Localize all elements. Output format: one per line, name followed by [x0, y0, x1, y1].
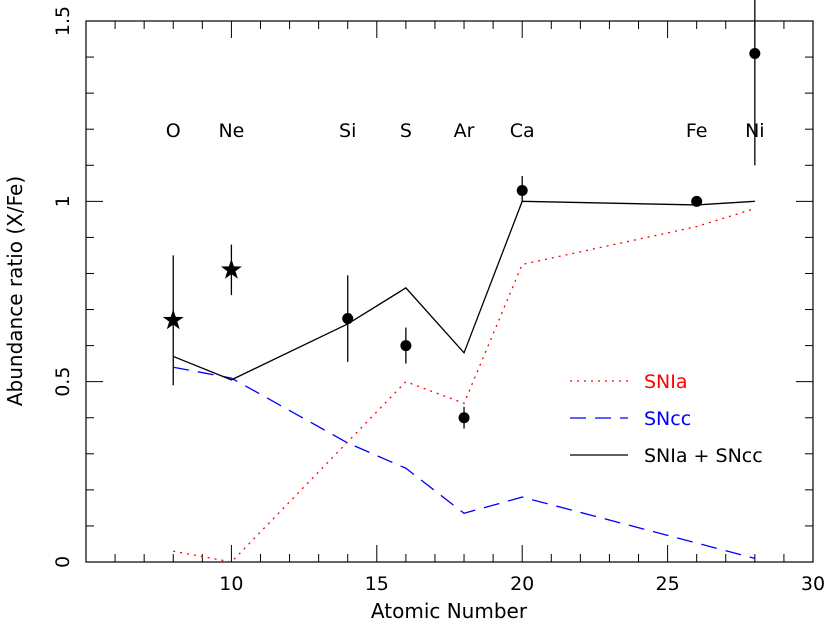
- element-label: S: [400, 120, 412, 142]
- element-labels: O Ne Si S Ar Ca Fe Ni: [166, 120, 765, 142]
- y-tick-label: 1.5: [52, 6, 74, 36]
- legend: SNIa SNcc SNIa + SNcc: [570, 371, 763, 467]
- x-tick-label: 20: [510, 573, 534, 595]
- element-label: Ar: [454, 120, 475, 142]
- legend-label: SNIa + SNcc: [644, 445, 763, 467]
- data-point-circle: [691, 195, 703, 207]
- element-label: O: [166, 120, 181, 142]
- data-point-circle: [342, 313, 354, 325]
- x-tick-label: 10: [219, 573, 243, 595]
- data-point-circle: [749, 47, 761, 59]
- data-point-circle: [400, 340, 412, 352]
- element-label: Ne: [218, 120, 244, 142]
- x-tick-label: 30: [801, 573, 825, 595]
- data-point-star: [220, 258, 242, 279]
- series-line: [173, 366, 756, 560]
- series-line: [173, 207, 756, 563]
- observed-points: [162, 0, 761, 429]
- element-label: Fe: [686, 120, 708, 142]
- data-point-circle: [458, 412, 470, 424]
- axis-ticks: 10 15 20 25 30 0 0.5 1 1.5: [52, 6, 825, 595]
- y-tick-label: 0.5: [52, 367, 74, 397]
- legend-label: SNcc: [644, 408, 691, 430]
- y-axis-label: Abundance ratio (X/Fe): [3, 176, 27, 406]
- y-tick-label: 0: [52, 556, 74, 568]
- element-label: Ca: [510, 120, 535, 142]
- data-point-star: [162, 309, 184, 330]
- model-lines: [172, 200, 756, 563]
- x-tick-label: 25: [656, 573, 680, 595]
- data-point-circle: [516, 185, 528, 197]
- x-axis-label: Atomic Number: [371, 599, 528, 623]
- legend-label: SNIa: [644, 371, 688, 393]
- x-tick-label: 15: [365, 573, 389, 595]
- element-label: Si: [339, 120, 356, 142]
- plot-frame: [85, 20, 814, 563]
- series-line: [172, 200, 755, 381]
- y-tick-label: 1: [52, 195, 74, 207]
